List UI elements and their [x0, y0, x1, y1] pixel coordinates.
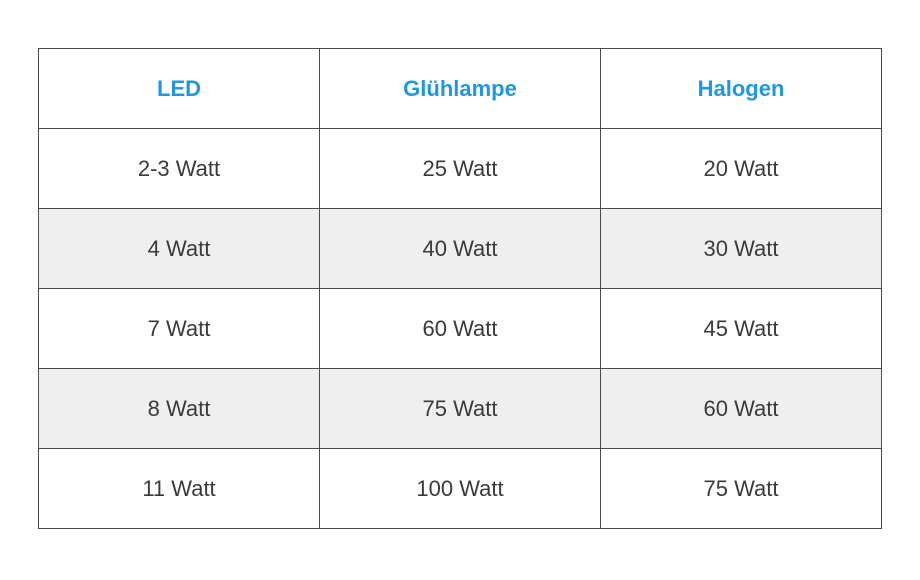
cell-halogen: 30 Watt — [601, 209, 882, 289]
cell-halogen: 20 Watt — [601, 129, 882, 209]
cell-gluehlampe: 25 Watt — [320, 129, 601, 209]
cell-gluehlampe: 75 Watt — [320, 369, 601, 449]
cell-halogen: 75 Watt — [601, 449, 882, 529]
cell-gluehlampe: 40 Watt — [320, 209, 601, 289]
table-row: 8 Watt 75 Watt 60 Watt — [39, 369, 882, 449]
column-header-halogen: Halogen — [601, 49, 882, 129]
table-row: 4 Watt 40 Watt 30 Watt — [39, 209, 882, 289]
column-header-gluehlampe: Glühlampe — [320, 49, 601, 129]
wattage-comparison-table: LED Glühlampe Halogen 2-3 Watt 25 Watt 2… — [38, 48, 882, 529]
cell-led: 4 Watt — [39, 209, 320, 289]
cell-halogen: 60 Watt — [601, 369, 882, 449]
table-row: 7 Watt 60 Watt 45 Watt — [39, 289, 882, 369]
cell-led: 8 Watt — [39, 369, 320, 449]
column-header-led: LED — [39, 49, 320, 129]
table-header-row: LED Glühlampe Halogen — [39, 49, 882, 129]
cell-led: 2-3 Watt — [39, 129, 320, 209]
table-row: 11 Watt 100 Watt 75 Watt — [39, 449, 882, 529]
cell-gluehlampe: 100 Watt — [320, 449, 601, 529]
cell-led: 11 Watt — [39, 449, 320, 529]
table-row: 2-3 Watt 25 Watt 20 Watt — [39, 129, 882, 209]
cell-gluehlampe: 60 Watt — [320, 289, 601, 369]
cell-halogen: 45 Watt — [601, 289, 882, 369]
cell-led: 7 Watt — [39, 289, 320, 369]
